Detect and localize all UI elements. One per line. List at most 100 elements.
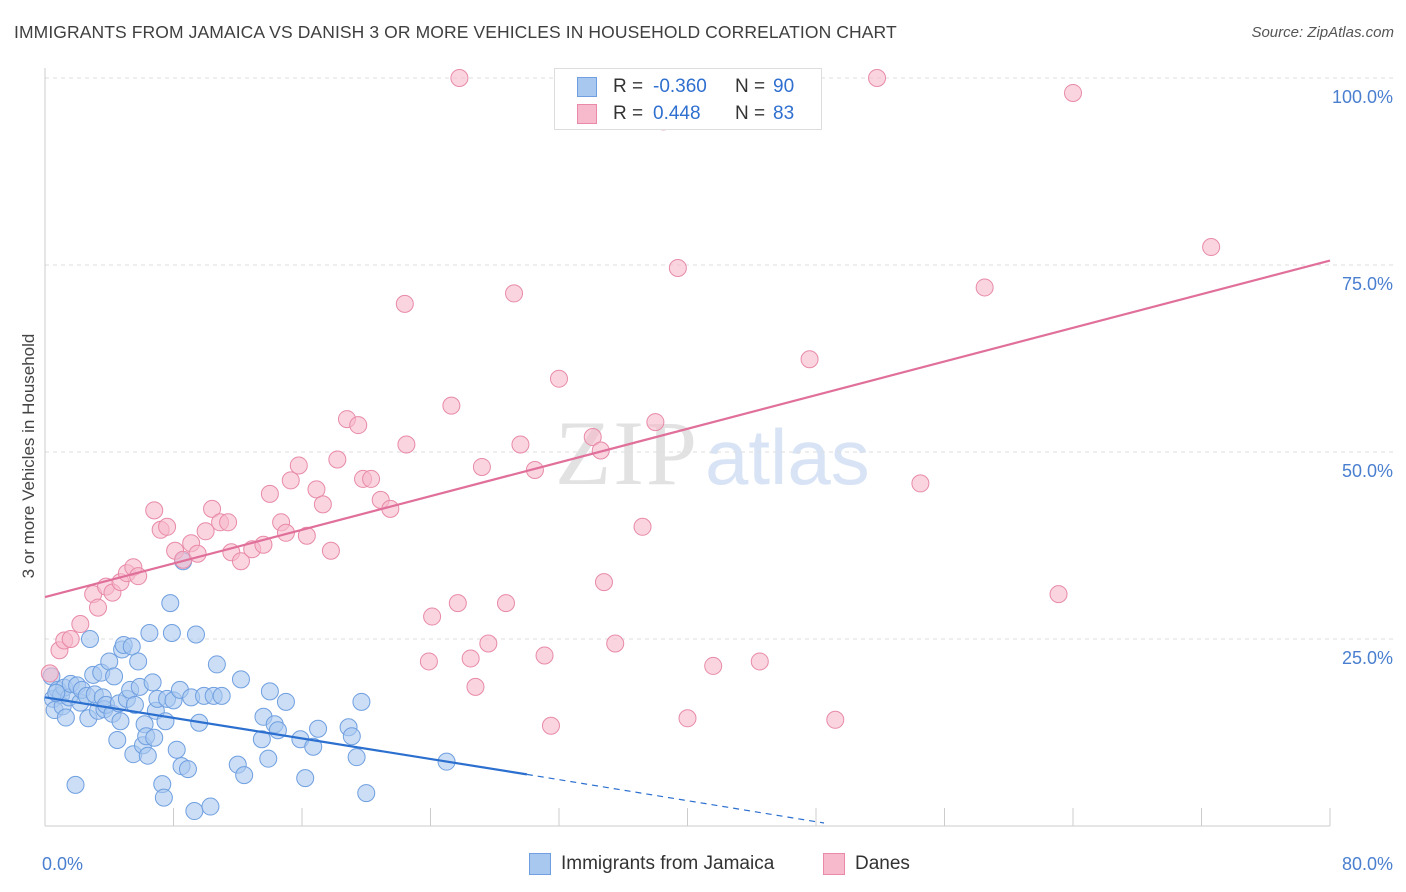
data-point	[357, 784, 376, 803]
y-axis-label: 3 or more Vehicles in Household	[19, 334, 38, 579]
series-jamaica	[42, 552, 456, 821]
data-point	[479, 634, 498, 653]
stats-n-label: N =	[735, 103, 766, 124]
data-point	[911, 474, 930, 493]
data-point	[201, 797, 220, 816]
data-point	[231, 670, 250, 689]
data-point	[321, 541, 340, 560]
trend-line-jamaica	[44, 696, 528, 776]
data-point	[668, 258, 687, 277]
data-point	[1202, 238, 1221, 257]
data-point	[296, 769, 315, 788]
data-point	[535, 646, 554, 665]
stats-n-label: N =	[735, 76, 766, 97]
data-point	[309, 719, 328, 738]
data-point	[161, 594, 180, 613]
data-point	[342, 727, 361, 746]
data-point	[423, 607, 442, 626]
data-point	[328, 450, 347, 469]
data-point	[646, 413, 665, 432]
data-point	[450, 69, 469, 87]
chart-title: IMMIGRANTS FROM JAMAICA VS DANISH 3 OR M…	[14, 22, 897, 42]
data-point	[158, 517, 177, 536]
y-tick-label: 25.0%	[1342, 648, 1393, 668]
x-tick-label: 0.0%	[42, 854, 83, 874]
data-point	[276, 692, 295, 711]
data-point	[419, 652, 438, 671]
stats-r-label: R =	[613, 103, 644, 124]
stats-swatch-danes	[577, 104, 597, 124]
stats-n-value: 83	[773, 103, 795, 124]
data-point	[80, 630, 99, 648]
stats-row-danes: R = 0.448 N = 83	[555, 101, 821, 127]
stats-r-value: 0.448	[653, 103, 701, 124]
data-point	[129, 652, 148, 671]
data-point	[61, 630, 80, 648]
data-point	[185, 802, 204, 821]
stats-swatch-jamaica	[577, 77, 597, 97]
chart-legend: Immigrants from Jamaica Danes	[0, 850, 1406, 880]
stats-row-jamaica: R = -0.360 N = 90	[555, 74, 821, 100]
data-point	[1049, 585, 1068, 604]
data-point	[56, 708, 75, 727]
data-point	[307, 480, 326, 499]
data-point	[178, 760, 197, 779]
data-point	[154, 788, 173, 807]
data-point	[231, 552, 250, 571]
data-point	[472, 457, 491, 476]
data-point	[145, 728, 164, 747]
data-point	[750, 652, 769, 671]
chart-source: Source: ZipAtlas.com	[1251, 24, 1394, 41]
data-point	[395, 294, 414, 313]
y-tick-label: 75.0%	[1342, 274, 1393, 294]
stats-box: R = -0.360 N = 90 R = 0.448 N = 83	[554, 68, 822, 130]
data-point	[550, 369, 568, 388]
data-point	[678, 709, 697, 728]
data-point	[100, 652, 119, 671]
data-point	[47, 683, 66, 702]
stats-n-value: 90	[773, 76, 795, 97]
data-point	[260, 484, 279, 503]
data-point	[259, 749, 278, 768]
legend-label-jamaica: Immigrants from Jamaica	[561, 853, 775, 874]
data-point	[800, 350, 819, 369]
data-point	[89, 598, 108, 617]
data-point	[212, 686, 231, 705]
data-point	[40, 664, 59, 683]
data-points	[40, 69, 1221, 821]
series-danes	[40, 69, 1221, 735]
data-point	[235, 766, 254, 785]
data-point	[511, 435, 530, 454]
data-point	[826, 710, 845, 729]
data-point	[1064, 83, 1082, 102]
data-point	[397, 435, 416, 454]
trend-line-danes	[44, 259, 1331, 599]
data-point	[975, 278, 994, 297]
data-point	[138, 746, 157, 765]
legend-swatch-jamaica	[529, 853, 551, 875]
data-point	[349, 416, 368, 435]
data-point	[167, 740, 186, 759]
data-point	[633, 517, 652, 536]
data-point	[140, 624, 159, 643]
stats-r-label: R =	[613, 76, 644, 97]
data-point	[196, 522, 215, 541]
data-point	[108, 730, 127, 749]
data-point	[252, 730, 271, 749]
data-point	[606, 634, 625, 653]
legend-swatch-danes	[823, 853, 845, 875]
data-point	[66, 775, 85, 794]
trend-line-extension	[526, 773, 825, 824]
data-point	[203, 499, 222, 518]
data-point	[125, 695, 144, 714]
y-tick-label: 50.0%	[1342, 461, 1393, 481]
data-point	[145, 501, 164, 520]
x-tick-label: 80.0%	[1342, 854, 1393, 874]
data-point	[496, 594, 515, 613]
data-point	[868, 69, 887, 87]
trend-lines	[44, 259, 1331, 824]
data-point	[260, 682, 279, 701]
data-point	[105, 667, 124, 686]
data-point	[352, 692, 371, 711]
data-point	[297, 526, 316, 545]
